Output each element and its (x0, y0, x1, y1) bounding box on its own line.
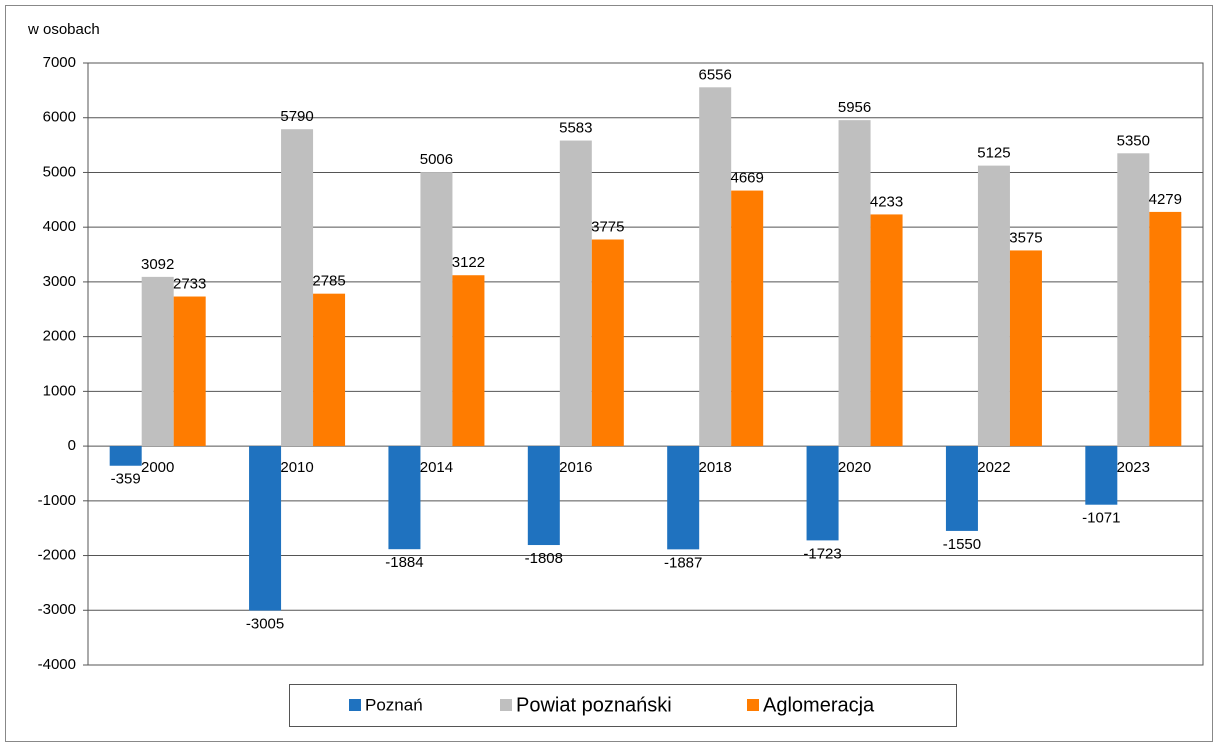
data-label: 5350 (1117, 132, 1150, 149)
y-tick-label: 5000 (43, 163, 76, 180)
legend-box (289, 684, 957, 727)
bar (870, 214, 903, 447)
legend-swatch (349, 699, 361, 711)
y-tick-label: 3000 (43, 273, 76, 290)
x-tick-label: 2023 (1117, 459, 1150, 476)
y-tick-label: 4000 (43, 218, 76, 235)
data-label: 5125 (977, 145, 1010, 162)
bar (667, 446, 700, 550)
y-tick-label: -4000 (38, 656, 76, 673)
bar (806, 446, 839, 541)
data-label: 3575 (1009, 229, 1042, 246)
bar (1009, 250, 1042, 447)
data-label: 4669 (731, 170, 764, 187)
y-tick-label: 2000 (43, 328, 76, 345)
data-label: 5790 (280, 108, 313, 125)
bar (731, 190, 764, 447)
bar (699, 87, 732, 447)
data-label: -3005 (246, 616, 284, 633)
y-tick-label: -1000 (38, 492, 76, 509)
data-label: -359 (111, 471, 141, 488)
data-label: 2785 (312, 273, 345, 290)
y-tick-label: 6000 (43, 109, 76, 126)
data-label: 3092 (141, 256, 174, 273)
data-label: -1887 (664, 554, 702, 571)
data-label: -1884 (385, 554, 423, 571)
bar (527, 446, 560, 546)
legend-swatch (747, 699, 759, 711)
x-tick-label: 2010 (280, 459, 313, 476)
data-label: 2733 (173, 275, 206, 292)
data-label: 3775 (591, 218, 624, 235)
x-tick-label: 2020 (838, 459, 871, 476)
bar (313, 293, 346, 447)
data-label: -1071 (1082, 510, 1120, 527)
x-tick-label: 2014 (420, 459, 453, 476)
y-tick-label: 1000 (43, 382, 76, 399)
legend-label: Poznań (365, 695, 423, 714)
y-tick-label: -3000 (38, 601, 76, 618)
data-label: 5006 (420, 151, 453, 168)
bar (591, 239, 624, 447)
bar (173, 296, 206, 447)
bar (452, 275, 485, 447)
bar (249, 446, 282, 611)
bar (559, 140, 592, 447)
data-label: 5583 (559, 120, 592, 137)
data-label: 6556 (699, 66, 732, 83)
legend-swatch (500, 699, 512, 711)
legend-label: Powiat poznański (516, 694, 672, 716)
y-tick-label: -2000 (38, 547, 76, 564)
data-label: -1808 (525, 550, 563, 567)
bar (388, 446, 421, 550)
bar (945, 446, 978, 531)
x-tick-label: 2018 (699, 459, 732, 476)
bar (1085, 446, 1118, 505)
bar (1149, 211, 1182, 447)
bar (420, 172, 453, 447)
data-label: 5956 (838, 99, 871, 116)
x-tick-label: 2016 (559, 459, 592, 476)
x-tick-label: 2000 (141, 459, 174, 476)
x-tick-label: 2022 (977, 459, 1010, 476)
data-label: -1723 (803, 545, 841, 562)
data-label: 3122 (452, 254, 485, 271)
data-label: 4279 (1149, 191, 1182, 208)
y-axis-label: w osobach (27, 21, 100, 38)
legend-label: Aglomeracja (763, 694, 875, 716)
plot-border (87, 62, 1204, 666)
y-tick-label: 0 (68, 437, 76, 454)
bar (977, 165, 1010, 447)
y-tick-label: 7000 (43, 54, 76, 71)
bar (109, 446, 142, 466)
bar (1117, 153, 1150, 447)
bar (281, 129, 314, 447)
bar (838, 120, 871, 447)
data-label: 4233 (870, 193, 903, 210)
bar (141, 276, 174, 447)
data-label: -1550 (943, 536, 981, 553)
